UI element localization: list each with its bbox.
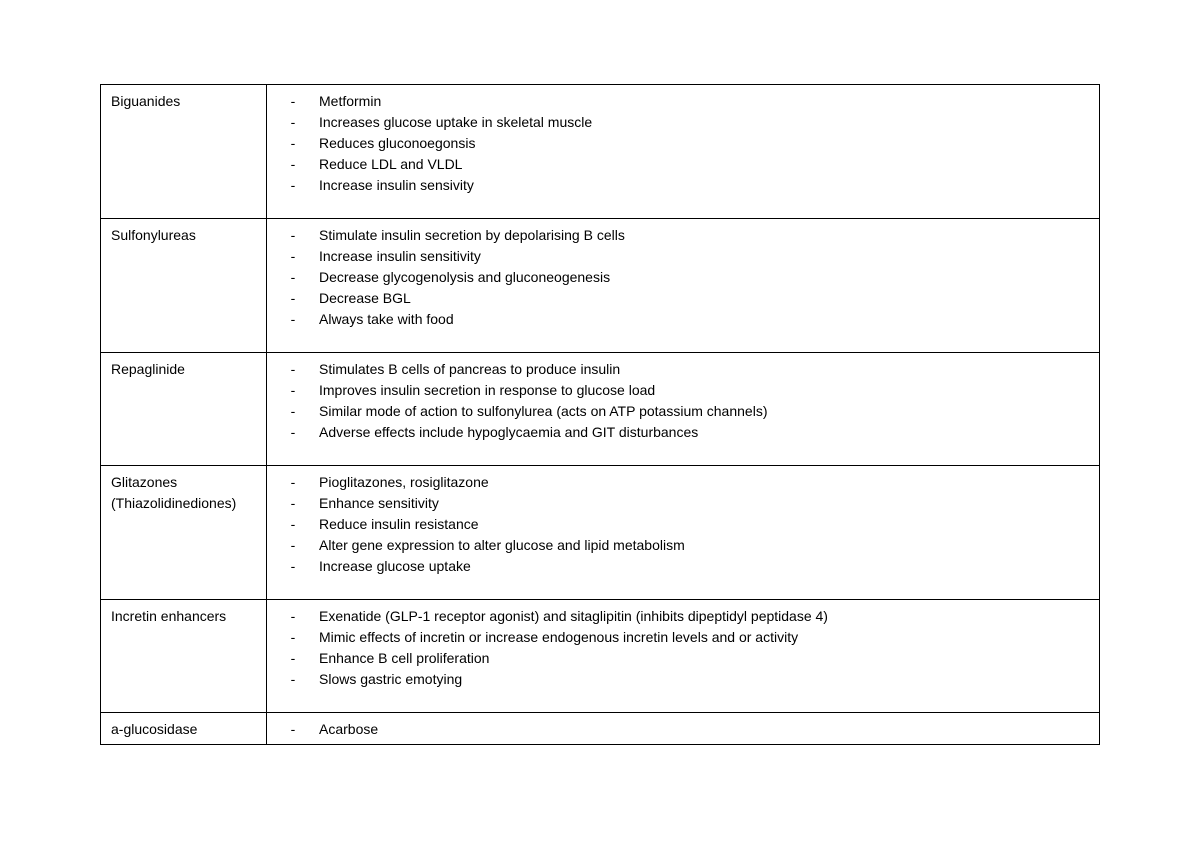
bullet-icon: - xyxy=(267,535,319,556)
list-item: -Acarbose xyxy=(267,719,1089,740)
drug-table-body: Biguanides-Metformin-Increases glucose u… xyxy=(101,85,1100,745)
list-item: -Improves insulin secretion in response … xyxy=(267,380,1089,401)
list-item-text: Improves insulin secretion in response t… xyxy=(319,380,1089,401)
bullet-icon: - xyxy=(267,225,319,246)
bullet-icon: - xyxy=(267,606,319,627)
list-item-text: Reduces gluconoegonsis xyxy=(319,133,1089,154)
list-item-text: Increase insulin sensivity xyxy=(319,175,1089,196)
bullet-icon: - xyxy=(267,175,319,196)
list-item-text: Enhance sensitivity xyxy=(319,493,1089,514)
drug-classes-table: Biguanides-Metformin-Increases glucose u… xyxy=(100,84,1100,745)
list-item-text: Acarbose xyxy=(319,719,1089,740)
drug-class-description: -Pioglitazones, rosiglitazone-Enhance se… xyxy=(267,466,1100,600)
list-item-text: Increases glucose uptake in skeletal mus… xyxy=(319,112,1089,133)
bullet-icon: - xyxy=(267,627,319,648)
list-item: -Pioglitazones, rosiglitazone xyxy=(267,472,1089,493)
list-item-text: Exenatide (GLP-1 receptor agonist) and s… xyxy=(319,606,1089,627)
drug-class-name: Glitazones (Thiazolidinediones) xyxy=(101,466,267,600)
drug-class-description: -Stimulate insulin secretion by depolari… xyxy=(267,219,1100,353)
bullet-icon: - xyxy=(267,288,319,309)
list-item: -Increases glucose uptake in skeletal mu… xyxy=(267,112,1089,133)
list-item: -Reduce LDL and VLDL xyxy=(267,154,1089,175)
drug-class-name: Repaglinide xyxy=(101,353,267,466)
list-item-text: Metformin xyxy=(319,91,1089,112)
list-item-text: Always take with food xyxy=(319,309,1089,330)
list-item-text: Decrease BGL xyxy=(319,288,1089,309)
list-item: -Reduces gluconoegonsis xyxy=(267,133,1089,154)
list-item: -Metformin xyxy=(267,91,1089,112)
table-row: Repaglinide-Stimulates B cells of pancre… xyxy=(101,353,1100,466)
list-item-text: Increase insulin sensitivity xyxy=(319,246,1089,267)
bullet-icon: - xyxy=(267,112,319,133)
bullet-icon: - xyxy=(267,309,319,330)
list-item-text: Adverse effects include hypoglycaemia an… xyxy=(319,422,1089,443)
list-item-text: Stimulates B cells of pancreas to produc… xyxy=(319,359,1089,380)
bullet-icon: - xyxy=(267,556,319,577)
table-row: Sulfonylureas-Stimulate insulin secretio… xyxy=(101,219,1100,353)
list-item-text: Reduce insulin resistance xyxy=(319,514,1089,535)
bullet-icon: - xyxy=(267,422,319,443)
list-item-text: Decrease glycogenolysis and gluconeogene… xyxy=(319,267,1089,288)
list-item-text: Slows gastric emotying xyxy=(319,669,1089,690)
bullet-icon: - xyxy=(267,154,319,175)
list-item: -Enhance B cell proliferation xyxy=(267,648,1089,669)
list-item: -Increase insulin sensitivity xyxy=(267,246,1089,267)
list-item: -Increase insulin sensivity xyxy=(267,175,1089,196)
drug-class-description: -Exenatide (GLP-1 receptor agonist) and … xyxy=(267,600,1100,713)
list-item: -Adverse effects include hypoglycaemia a… xyxy=(267,422,1089,443)
list-item: -Mimic effects of incretin or increase e… xyxy=(267,627,1089,648)
list-item-text: Enhance B cell proliferation xyxy=(319,648,1089,669)
list-item: -Reduce insulin resistance xyxy=(267,514,1089,535)
bullet-icon: - xyxy=(267,472,319,493)
list-item-text: Stimulate insulin secretion by depolaris… xyxy=(319,225,1089,246)
list-item: -Decrease glycogenolysis and gluconeogen… xyxy=(267,267,1089,288)
drug-class-name: Incretin enhancers xyxy=(101,600,267,713)
bullet-icon: - xyxy=(267,401,319,422)
list-item: -Slows gastric emotying xyxy=(267,669,1089,690)
drug-class-description: -Metformin-Increases glucose uptake in s… xyxy=(267,85,1100,219)
list-item-text: Mimic effects of incretin or increase en… xyxy=(319,627,1089,648)
list-item: -Exenatide (GLP-1 receptor agonist) and … xyxy=(267,606,1089,627)
bullet-icon: - xyxy=(267,91,319,112)
list-item: -Decrease BGL xyxy=(267,288,1089,309)
bullet-icon: - xyxy=(267,133,319,154)
list-item: -Enhance sensitivity xyxy=(267,493,1089,514)
table-row: Biguanides-Metformin-Increases glucose u… xyxy=(101,85,1100,219)
list-item: -Similar mode of action to sulfonylurea … xyxy=(267,401,1089,422)
bullet-icon: - xyxy=(267,719,319,740)
list-item: -Increase glucose uptake xyxy=(267,556,1089,577)
list-item: -Stimulates B cells of pancreas to produ… xyxy=(267,359,1089,380)
list-item-text: Pioglitazones, rosiglitazone xyxy=(319,472,1089,493)
bullet-icon: - xyxy=(267,267,319,288)
list-item: -Stimulate insulin secretion by depolari… xyxy=(267,225,1089,246)
table-row: a-glucosidase-Acarbose xyxy=(101,713,1100,745)
list-item-text: Alter gene expression to alter glucose a… xyxy=(319,535,1089,556)
table-row: Glitazones (Thiazolidinediones)-Pioglita… xyxy=(101,466,1100,600)
bullet-icon: - xyxy=(267,380,319,401)
table-row: Incretin enhancers-Exenatide (GLP-1 rece… xyxy=(101,600,1100,713)
bullet-icon: - xyxy=(267,514,319,535)
bullet-icon: - xyxy=(267,246,319,267)
bullet-icon: - xyxy=(267,493,319,514)
drug-class-name: Biguanides xyxy=(101,85,267,219)
list-item-text: Reduce LDL and VLDL xyxy=(319,154,1089,175)
drug-class-name: a-glucosidase xyxy=(101,713,267,745)
drug-class-description: -Stimulates B cells of pancreas to produ… xyxy=(267,353,1100,466)
list-item: -Alter gene expression to alter glucose … xyxy=(267,535,1089,556)
bullet-icon: - xyxy=(267,648,319,669)
bullet-icon: - xyxy=(267,359,319,380)
drug-class-description: -Acarbose xyxy=(267,713,1100,745)
list-item: -Always take with food xyxy=(267,309,1089,330)
list-item-text: Increase glucose uptake xyxy=(319,556,1089,577)
drug-class-name: Sulfonylureas xyxy=(101,219,267,353)
list-item-text: Similar mode of action to sulfonylurea (… xyxy=(319,401,1089,422)
bullet-icon: - xyxy=(267,669,319,690)
